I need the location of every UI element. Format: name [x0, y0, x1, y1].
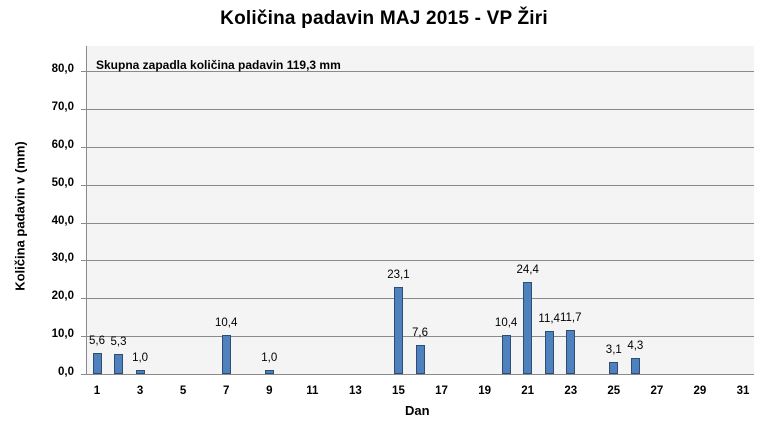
- data-label: 23,1: [387, 268, 410, 281]
- data-label: 24,4: [516, 263, 539, 276]
- y-tick-label: 50,0: [51, 176, 74, 189]
- x-axis-label: Dan: [405, 403, 430, 418]
- y-tick: [81, 71, 86, 72]
- y-tick: [81, 298, 86, 300]
- x-tick-label: 31: [736, 385, 750, 397]
- y-tick-label: 30,0: [51, 252, 74, 265]
- gridline: [86, 336, 754, 338]
- data-label: 1,0: [132, 352, 149, 365]
- gridline: [86, 298, 754, 300]
- x-tick-label: 15: [392, 385, 405, 397]
- y-tick: [81, 108, 86, 110]
- data-label: 10,4: [494, 316, 518, 329]
- x-tick-label: 19: [478, 385, 491, 397]
- x-tick-label: 3: [136, 385, 144, 397]
- bar-day-1: [92, 352, 102, 374]
- data-label: 3,1: [605, 344, 622, 357]
- data-label: 5,6: [89, 334, 105, 347]
- y-tick: [81, 222, 86, 224]
- data-label: 5,3: [110, 335, 127, 348]
- bar-day-15: [393, 286, 403, 374]
- bar-day-20: [501, 334, 511, 374]
- x-tick-label: 27: [650, 385, 664, 397]
- y-tick: [81, 184, 86, 186]
- bar-day-3: [135, 370, 145, 374]
- data-label: 4,3: [627, 339, 644, 352]
- bar-day-25: [609, 362, 619, 374]
- y-axis-label: Količina padavin v (mm): [12, 141, 28, 291]
- y-tick-label: 0,0: [58, 366, 74, 378]
- x-tick-label: 11: [306, 385, 319, 397]
- bar-day-16: [415, 345, 425, 374]
- bar-day-22: [544, 330, 554, 374]
- y-tick-label: 10,0: [51, 328, 74, 341]
- x-tick-label: 1: [93, 385, 101, 397]
- data-label: 11,4: [538, 312, 560, 325]
- bar-day-9: [264, 370, 274, 374]
- y-tick: [81, 374, 86, 375]
- gridline: [86, 146, 754, 148]
- y-tick: [81, 336, 86, 338]
- y-tick-label: 80,0: [51, 63, 74, 75]
- chart-title: Količina padavin MAJ 2015 - VP Žiri: [220, 8, 548, 29]
- gridline: [86, 222, 754, 224]
- x-tick-label: 17: [435, 385, 448, 397]
- x-tick-label: 7: [222, 385, 230, 397]
- bar-day-23: [566, 329, 576, 374]
- gridline: [86, 184, 754, 186]
- y-tick-label: 40,0: [51, 214, 74, 227]
- y-tick-label: 70,0: [51, 100, 74, 113]
- total-precipitation-note: Skupna zapadla količina padavin 119,3 mm: [96, 58, 341, 72]
- data-label: 7,6: [412, 327, 428, 340]
- y-tick: [81, 146, 86, 148]
- gridline: [86, 108, 754, 110]
- bar-day-7: [221, 334, 231, 374]
- y-tick-label: 20,0: [51, 290, 74, 303]
- gridline: [86, 71, 754, 72]
- x-tick-label: 21: [521, 385, 535, 397]
- y-tick-label: 60,0: [51, 138, 74, 151]
- gridline: [86, 374, 754, 375]
- plot-area: [86, 46, 754, 375]
- gridline: [86, 260, 754, 262]
- x-tick-label: 29: [693, 385, 707, 397]
- x-tick-label: 25: [607, 385, 621, 397]
- y-tick: [81, 260, 86, 262]
- x-tick-label: 23: [564, 385, 578, 397]
- bar-day-2: [114, 353, 124, 374]
- data-label: 11,7: [559, 311, 582, 324]
- y-axis-line: [86, 46, 87, 375]
- bar-day-21: [523, 281, 533, 374]
- x-tick-label: 9: [266, 385, 273, 397]
- x-tick-label: 13: [348, 385, 362, 397]
- data-label: 10,4: [214, 316, 238, 329]
- data-label: 1,0: [261, 352, 278, 365]
- bar-day-26: [630, 357, 640, 374]
- x-tick-label: 5: [179, 385, 187, 397]
